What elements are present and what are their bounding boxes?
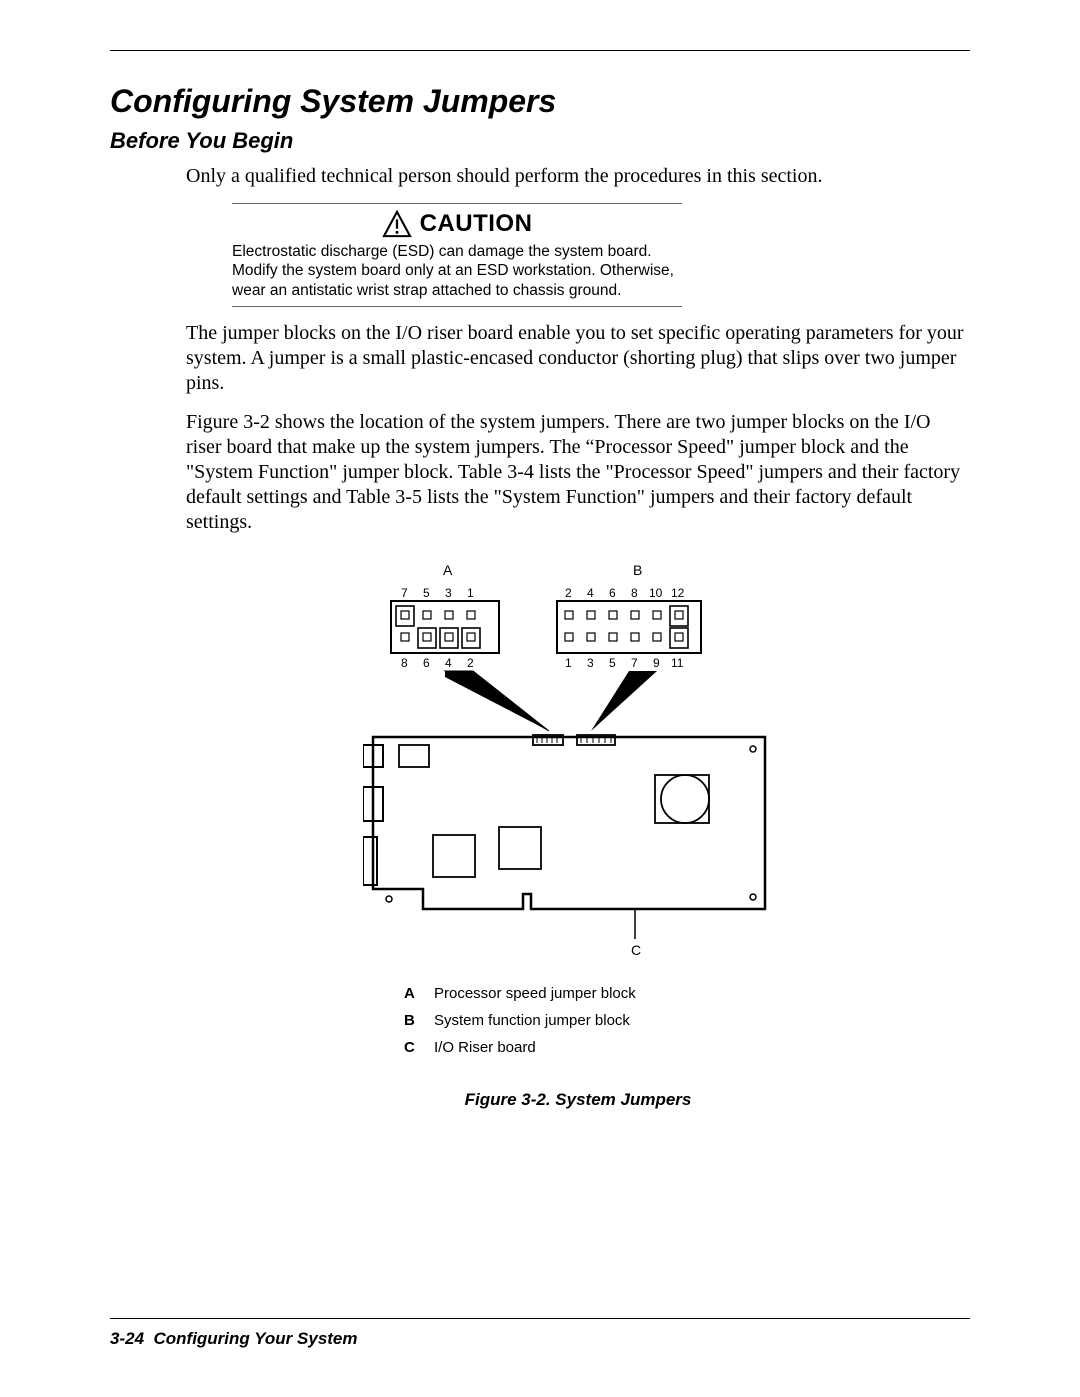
svg-text:6: 6	[423, 656, 430, 670]
figure-container: A B 7 5 3 1	[186, 559, 970, 1110]
jumper-block-a: 7 5 3 1	[391, 586, 499, 670]
body-para-2: Figure 3-2 shows the location of the sys…	[186, 410, 970, 535]
intro-text: Only a qualified technical person should…	[186, 164, 970, 189]
label-b: B	[633, 562, 642, 578]
caution-bottom-rule	[232, 306, 682, 307]
caution-box: CAUTION Electrostatic discharge (ESD) ca…	[232, 203, 682, 307]
system-jumpers-diagram: A B 7 5 3 1	[363, 559, 793, 959]
footer-page-number: 3-24	[110, 1329, 144, 1348]
svg-text:9: 9	[653, 656, 660, 670]
caution-top-rule	[232, 203, 682, 204]
legend-desc: I/O Riser board	[434, 1039, 536, 1056]
footer-section: Configuring Your System	[153, 1329, 357, 1348]
svg-text:8: 8	[631, 586, 638, 600]
section-subtitle: Before You Begin	[110, 128, 970, 154]
svg-text:6: 6	[609, 586, 616, 600]
svg-text:1: 1	[467, 586, 474, 600]
top-rule	[110, 50, 970, 51]
legend-key: B	[404, 1012, 420, 1029]
svg-text:2: 2	[565, 586, 572, 600]
body-para-1: The jumper blocks on the I/O riser board…	[186, 321, 970, 396]
svg-text:7: 7	[631, 656, 638, 670]
footer-rule	[110, 1318, 970, 1319]
svg-text:10: 10	[649, 586, 663, 600]
page-footer: 3-24 Configuring Your System	[110, 1318, 970, 1349]
figure-caption: Figure 3-2. System Jumpers	[465, 1090, 692, 1110]
svg-text:3: 3	[587, 656, 594, 670]
svg-text:4: 4	[587, 586, 594, 600]
svg-text:3: 3	[445, 586, 452, 600]
svg-text:1: 1	[565, 656, 572, 670]
io-riser-board	[363, 735, 765, 909]
label-c: C	[631, 942, 641, 958]
svg-text:4: 4	[445, 656, 452, 670]
legend-desc: Processor speed jumper block	[434, 985, 636, 1002]
svg-text:2: 2	[467, 656, 474, 670]
caution-label: CAUTION	[420, 210, 533, 238]
legend-row: C I/O Riser board	[404, 1039, 636, 1056]
figure-legend: A Processor speed jumper block B System …	[404, 985, 636, 1066]
svg-text:5: 5	[609, 656, 616, 670]
legend-row: B System function jumper block	[404, 1012, 636, 1029]
svg-text:5: 5	[423, 586, 430, 600]
legend-row: A Processor speed jumper block	[404, 985, 636, 1002]
legend-key: A	[404, 985, 420, 1002]
legend-desc: System function jumper block	[434, 1012, 630, 1029]
label-a: A	[443, 562, 453, 578]
caution-text: Electrostatic discharge (ESD) can damage…	[232, 242, 682, 300]
warning-triangle-icon	[382, 210, 412, 238]
legend-key: C	[404, 1039, 420, 1056]
jumper-block-b: 2 4 6 8 10 12	[557, 586, 701, 670]
svg-text:7: 7	[401, 586, 408, 600]
svg-text:11: 11	[671, 656, 684, 670]
svg-text:12: 12	[671, 586, 685, 600]
page-title: Configuring System Jumpers	[110, 83, 970, 120]
svg-text:8: 8	[401, 656, 408, 670]
